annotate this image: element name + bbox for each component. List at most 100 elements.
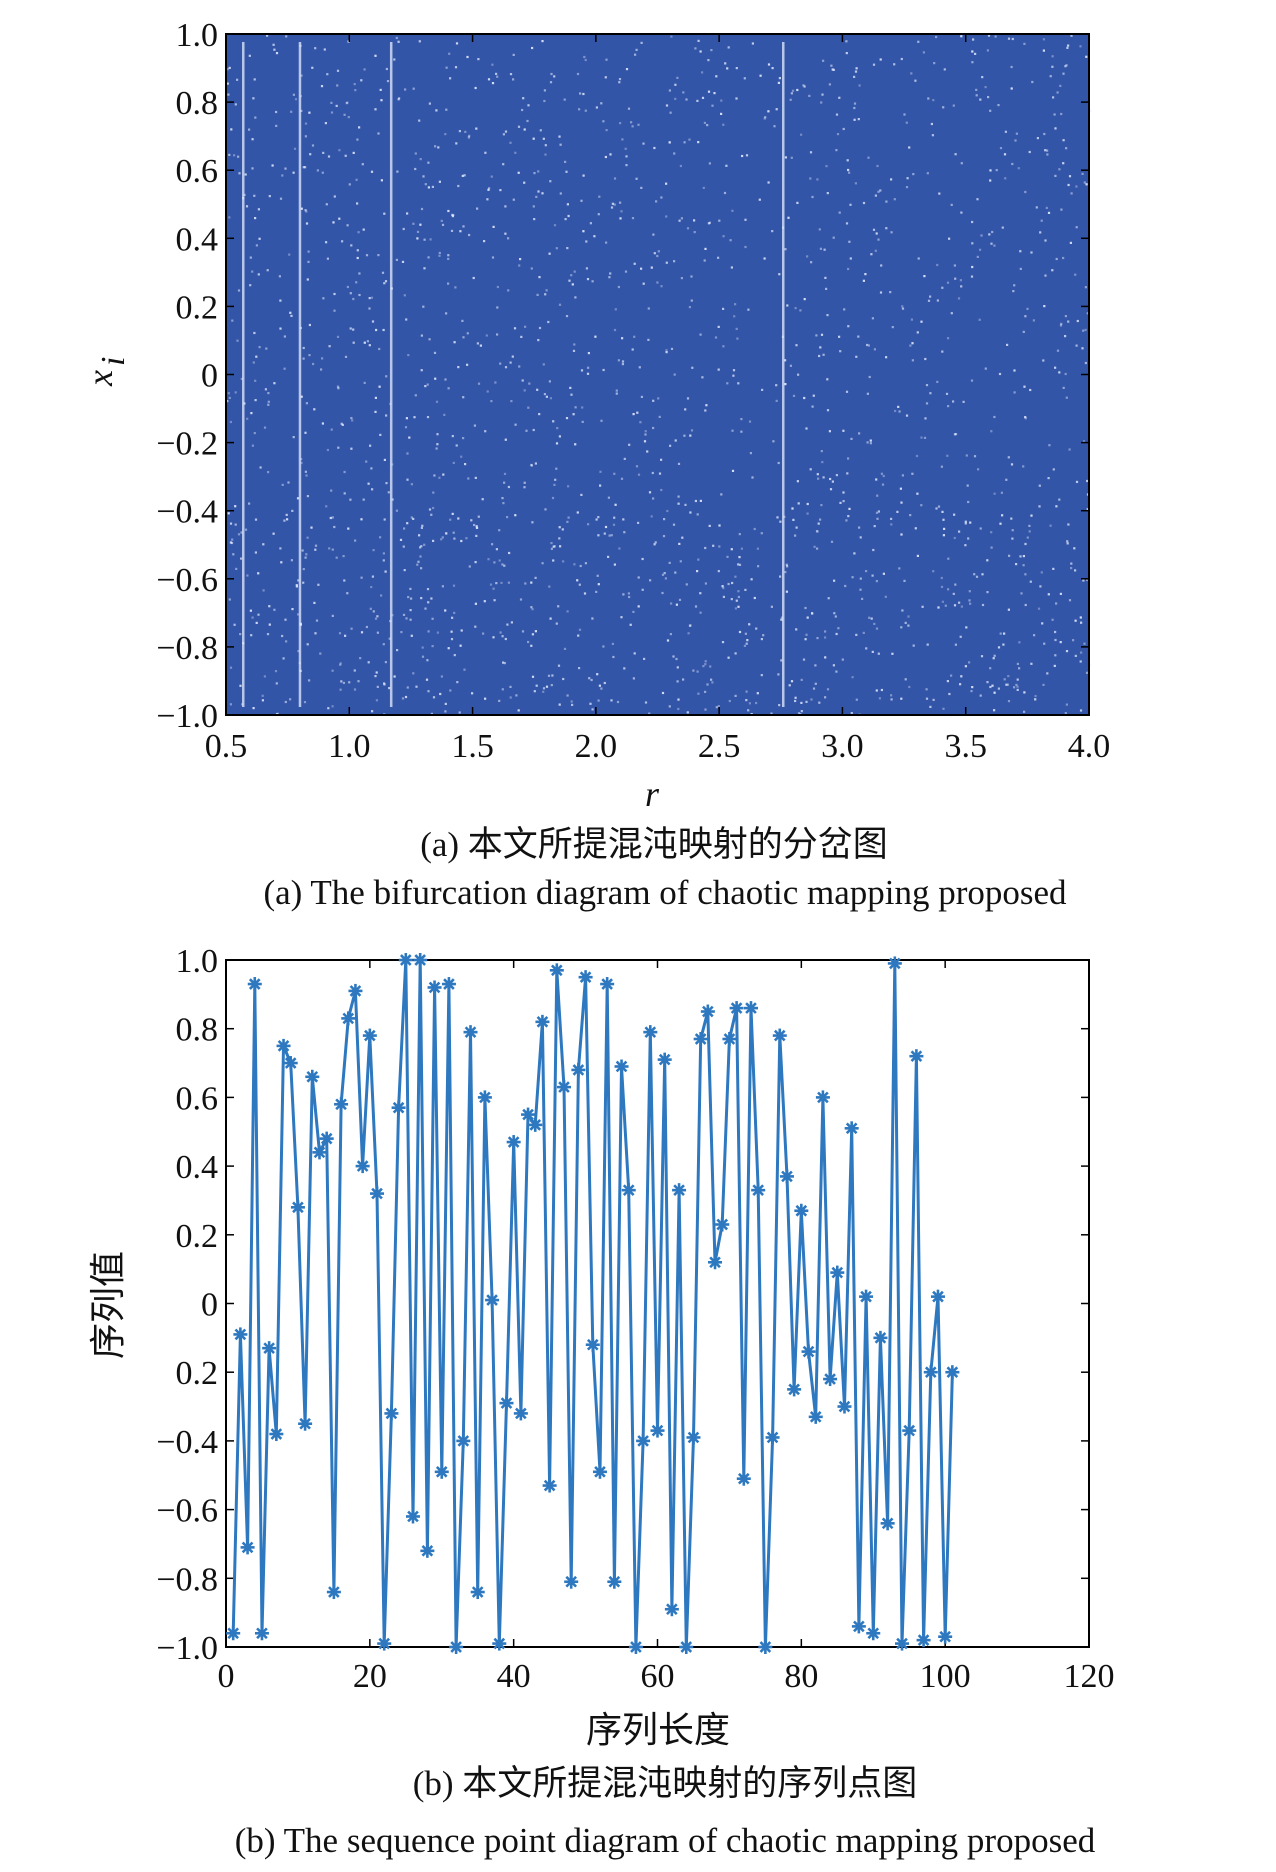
bifurcation-speckle: [610, 206, 614, 209]
sequence-data-point: [513, 1406, 528, 1421]
bifurcation-speckle: [838, 335, 841, 338]
bifurcation-speckle: [816, 637, 819, 640]
bifurcation-speckle: [990, 531, 993, 534]
bifurcation-speckle: [848, 171, 851, 174]
bifurcation-x-tick-label: 4.0: [1068, 728, 1111, 765]
bifurcation-speckle: [598, 195, 601, 198]
bifurcation-speckle: [454, 66, 458, 69]
bifurcation-speckle: [993, 415, 996, 419]
bifurcation-speckle: [820, 450, 823, 453]
bifurcation-speckle: [1067, 183, 1070, 187]
bifurcation-speckle: [925, 384, 929, 387]
bifurcation-speckle: [760, 638, 763, 641]
bifurcation-speckle: [661, 691, 665, 695]
bifurcation-speckle: [1024, 190, 1027, 194]
bifurcation-speckle: [810, 261, 813, 264]
bifurcation-speckle: [484, 430, 487, 433]
bifurcation-speckle: [413, 416, 416, 419]
bifurcation-speckle: [758, 198, 761, 201]
bifurcation-speckle: [872, 63, 876, 66]
sequence-data-point: [269, 1427, 284, 1442]
bifurcation-speckle: [1007, 675, 1010, 678]
bifurcation-speckle: [984, 367, 987, 370]
bifurcation-speckle: [715, 706, 718, 709]
bifurcation-speckle: [745, 154, 749, 157]
bifurcation-speckle: [879, 291, 883, 294]
bifurcation-speckle: [440, 675, 443, 678]
bifurcation-speckle: [344, 634, 347, 637]
bifurcation-speckle: [881, 483, 885, 486]
bifurcation-speckle: [763, 117, 766, 120]
bifurcation-speckle: [1067, 523, 1070, 526]
bifurcation-speckle: [1051, 55, 1054, 58]
bifurcation-speckle: [1040, 571, 1043, 574]
bifurcation-speckle: [843, 308, 846, 311]
bifurcation-speckle: [474, 625, 477, 628]
sequence-data-point: [398, 953, 413, 967]
bifurcation-speckle: [1053, 664, 1056, 667]
bifurcation-speckle: [299, 669, 302, 672]
bifurcation-speckle: [360, 518, 363, 521]
bifurcation-speckle: [498, 529, 501, 532]
sequence-y-tick-label: 0.2: [176, 1218, 219, 1255]
bifurcation-speckle: [600, 419, 603, 422]
bifurcation-y-tick-label: −0.8: [156, 630, 218, 667]
bifurcation-speckle: [927, 97, 930, 100]
bifurcation-speckle: [1032, 319, 1035, 322]
bifurcation-speckle: [236, 78, 239, 81]
bifurcation-speckle: [579, 564, 582, 568]
bifurcation-speckle: [797, 373, 800, 376]
bifurcation-speckle: [844, 584, 847, 588]
bifurcation-speckle: [668, 141, 671, 144]
bifurcation-speckle: [751, 42, 754, 45]
bifurcation-speckle: [808, 94, 811, 97]
bifurcation-speckle: [658, 415, 661, 418]
bifurcation-speckle: [817, 522, 820, 525]
bifurcation-speckle: [862, 631, 865, 634]
bifurcation-speckle: [253, 331, 256, 335]
bifurcation-speckle: [706, 683, 709, 686]
bifurcation-speckle: [1076, 319, 1079, 323]
sequence-data-point: [729, 1001, 744, 1016]
bifurcation-speckle: [240, 531, 243, 534]
bifurcation-speckle: [390, 287, 393, 290]
bifurcation-speckle: [658, 472, 662, 475]
bifurcation-speckle: [444, 133, 447, 136]
bifurcation-speckle: [1047, 593, 1050, 596]
bifurcation-speckle: [737, 605, 740, 608]
bifurcation-speckle: [565, 417, 569, 420]
bifurcation-speckle: [518, 264, 521, 267]
bifurcation-speckle: [822, 59, 825, 62]
bifurcation-speckle: [265, 347, 268, 350]
bifurcation-speckle: [678, 542, 681, 545]
bifurcation-speckle: [314, 632, 317, 635]
bifurcation-speckle: [1072, 639, 1075, 642]
bifurcation-speckle: [1040, 219, 1043, 222]
bifurcation-speckle: [544, 153, 547, 156]
bifurcation-speckle: [665, 351, 668, 354]
bifurcation-speckle: [882, 474, 885, 478]
bifurcation-speckle: [818, 354, 821, 358]
bifurcation-speckle: [969, 521, 972, 524]
bifurcation-speckle: [553, 483, 556, 486]
bifurcation-speckle: [519, 598, 523, 601]
bifurcation-speckle: [517, 171, 520, 174]
bifurcation-speckle: [607, 496, 610, 499]
bifurcation-speckle: [684, 408, 687, 411]
bifurcation-speckle: [743, 77, 746, 80]
bifurcation-speckle: [738, 630, 742, 634]
bifurcation-speckle: [1075, 185, 1078, 188]
bifurcation-speckle: [1067, 44, 1070, 47]
bifurcation-speckle: [772, 440, 775, 443]
bifurcation-speckle: [817, 477, 820, 480]
bifurcation-speckle: [1085, 183, 1088, 186]
bifurcation-speckle: [943, 68, 946, 71]
sequence-x-tick-label: 80: [784, 1658, 818, 1695]
bifurcation-speckle: [349, 292, 352, 295]
bifurcation-speckle: [820, 504, 823, 507]
bifurcation-speckle: [305, 553, 308, 556]
bifurcation-speckle: [420, 545, 423, 548]
bifurcation-speckle: [414, 167, 417, 171]
bifurcation-speckle: [228, 396, 231, 399]
bifurcation-speckle: [436, 433, 439, 436]
